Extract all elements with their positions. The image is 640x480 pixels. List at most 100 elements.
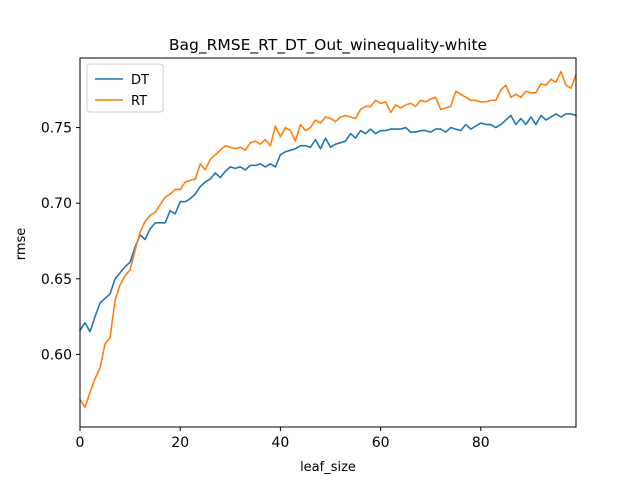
data-point-dt-91: [535, 124, 537, 126]
data-point-dt-45: [305, 145, 307, 147]
data-point-dt-32: [240, 166, 242, 168]
data-point-dt-59: [375, 133, 377, 135]
axes-frame: [79, 57, 577, 428]
data-point-dt-26: [209, 178, 211, 180]
data-point-rt-8: [119, 284, 121, 286]
data-point-rt-35: [255, 140, 257, 142]
data-point-rt-77: [465, 97, 467, 99]
data-point-dt-35: [255, 165, 257, 167]
data-point-dt-51: [335, 143, 337, 145]
y-axis-label: rmse: [14, 228, 29, 261]
data-point-dt-66: [410, 131, 412, 133]
data-point-dt-20: [179, 201, 181, 203]
data-point-rt-24: [199, 163, 201, 165]
data-point-rt-95: [555, 81, 557, 83]
data-point-dt-63: [395, 128, 397, 130]
data-point-rt-7: [114, 299, 116, 301]
data-point-rt-37: [265, 139, 267, 141]
data-point-rt-2: [89, 391, 91, 393]
data-point-rt-87: [515, 94, 517, 96]
data-point-rt-56: [360, 109, 362, 111]
data-point-rt-36: [260, 143, 262, 145]
data-point-dt-39: [275, 166, 277, 168]
data-point-dt-15: [154, 222, 156, 224]
data-point-dt-17: [164, 222, 166, 224]
data-point-rt-93: [545, 84, 547, 86]
data-point-dt-55: [355, 137, 357, 139]
data-point-rt-98: [570, 87, 572, 89]
data-point-dt-9: [124, 266, 126, 268]
data-point-dt-82: [490, 124, 492, 126]
data-point-rt-20: [179, 189, 181, 191]
data-point-dt-61: [385, 130, 387, 132]
data-point-dt-54: [350, 133, 352, 135]
data-point-rt-58: [370, 106, 372, 108]
data-point-dt-14: [149, 228, 151, 230]
data-point-rt-91: [535, 92, 537, 94]
data-point-dt-98: [570, 113, 572, 115]
data-point-dt-83: [495, 127, 497, 129]
data-point-dt-36: [260, 163, 262, 165]
plot-area: [80, 58, 576, 427]
data-point-rt-75: [455, 90, 457, 92]
data-point-rt-84: [500, 89, 502, 91]
data-point-dt-71: [435, 128, 437, 130]
data-point-rt-41: [285, 127, 287, 129]
data-point-rt-65: [405, 104, 407, 106]
data-point-dt-60: [380, 130, 382, 132]
x-tick-label: 60: [372, 435, 390, 451]
data-point-rt-32: [240, 146, 242, 148]
data-point-rt-51: [335, 121, 337, 123]
x-tick-label: 80: [472, 435, 490, 451]
data-point-rt-11: [134, 249, 136, 251]
data-point-dt-65: [405, 127, 407, 129]
data-point-rt-57: [365, 106, 367, 108]
data-point-dt-52: [340, 142, 342, 144]
data-point-dt-33: [245, 169, 247, 171]
data-point-dt-72: [440, 128, 442, 130]
data-point-dt-7: [114, 278, 116, 280]
data-point-rt-86: [510, 97, 512, 99]
chart-title: Bag_RMSE_RT_DT_Out_winequality-white: [169, 36, 487, 55]
data-point-rt-73: [445, 107, 447, 109]
data-point-rt-70: [430, 98, 432, 100]
data-point-dt-85: [505, 119, 507, 121]
data-point-rt-49: [325, 116, 327, 118]
data-point-dt-41: [285, 151, 287, 153]
data-point-dt-64: [400, 128, 402, 130]
data-point-dt-10: [129, 261, 131, 263]
plot-background: [80, 58, 576, 427]
data-point-rt-23: [194, 178, 196, 180]
data-point-rt-61: [385, 101, 387, 103]
data-point-rt-68: [420, 100, 422, 102]
data-point-rt-28: [219, 149, 221, 151]
data-point-rt-89: [525, 90, 527, 92]
data-point-rt-26: [209, 159, 211, 161]
data-point-rt-62: [390, 112, 392, 114]
data-point-dt-27: [214, 172, 216, 174]
data-point-rt-14: [149, 214, 151, 216]
data-point-rt-71: [435, 97, 437, 99]
data-point-dt-62: [390, 128, 392, 130]
data-point-rt-43: [295, 140, 297, 142]
data-point-rt-17: [164, 196, 166, 198]
legend-label-rt: RT: [131, 94, 147, 109]
data-point-rt-54: [350, 116, 352, 118]
data-point-dt-70: [430, 131, 432, 133]
data-point-dt-49: [325, 137, 327, 139]
data-point-rt-45: [305, 130, 307, 132]
data-point-dt-44: [300, 145, 302, 147]
data-point-rt-60: [380, 103, 382, 105]
data-point-dt-50: [330, 146, 332, 148]
data-point-dt-80: [480, 122, 482, 124]
data-point-dt-24: [199, 186, 201, 188]
data-point-dt-29: [224, 171, 226, 173]
data-point-rt-33: [245, 149, 247, 151]
data-point-dt-3: [94, 316, 96, 318]
data-point-rt-1: [84, 407, 86, 409]
data-point-dt-38: [270, 163, 272, 165]
data-point-dt-95: [555, 113, 557, 115]
data-point-dt-53: [345, 140, 347, 142]
data-point-rt-79: [475, 100, 477, 102]
data-point-rt-42: [290, 130, 292, 132]
